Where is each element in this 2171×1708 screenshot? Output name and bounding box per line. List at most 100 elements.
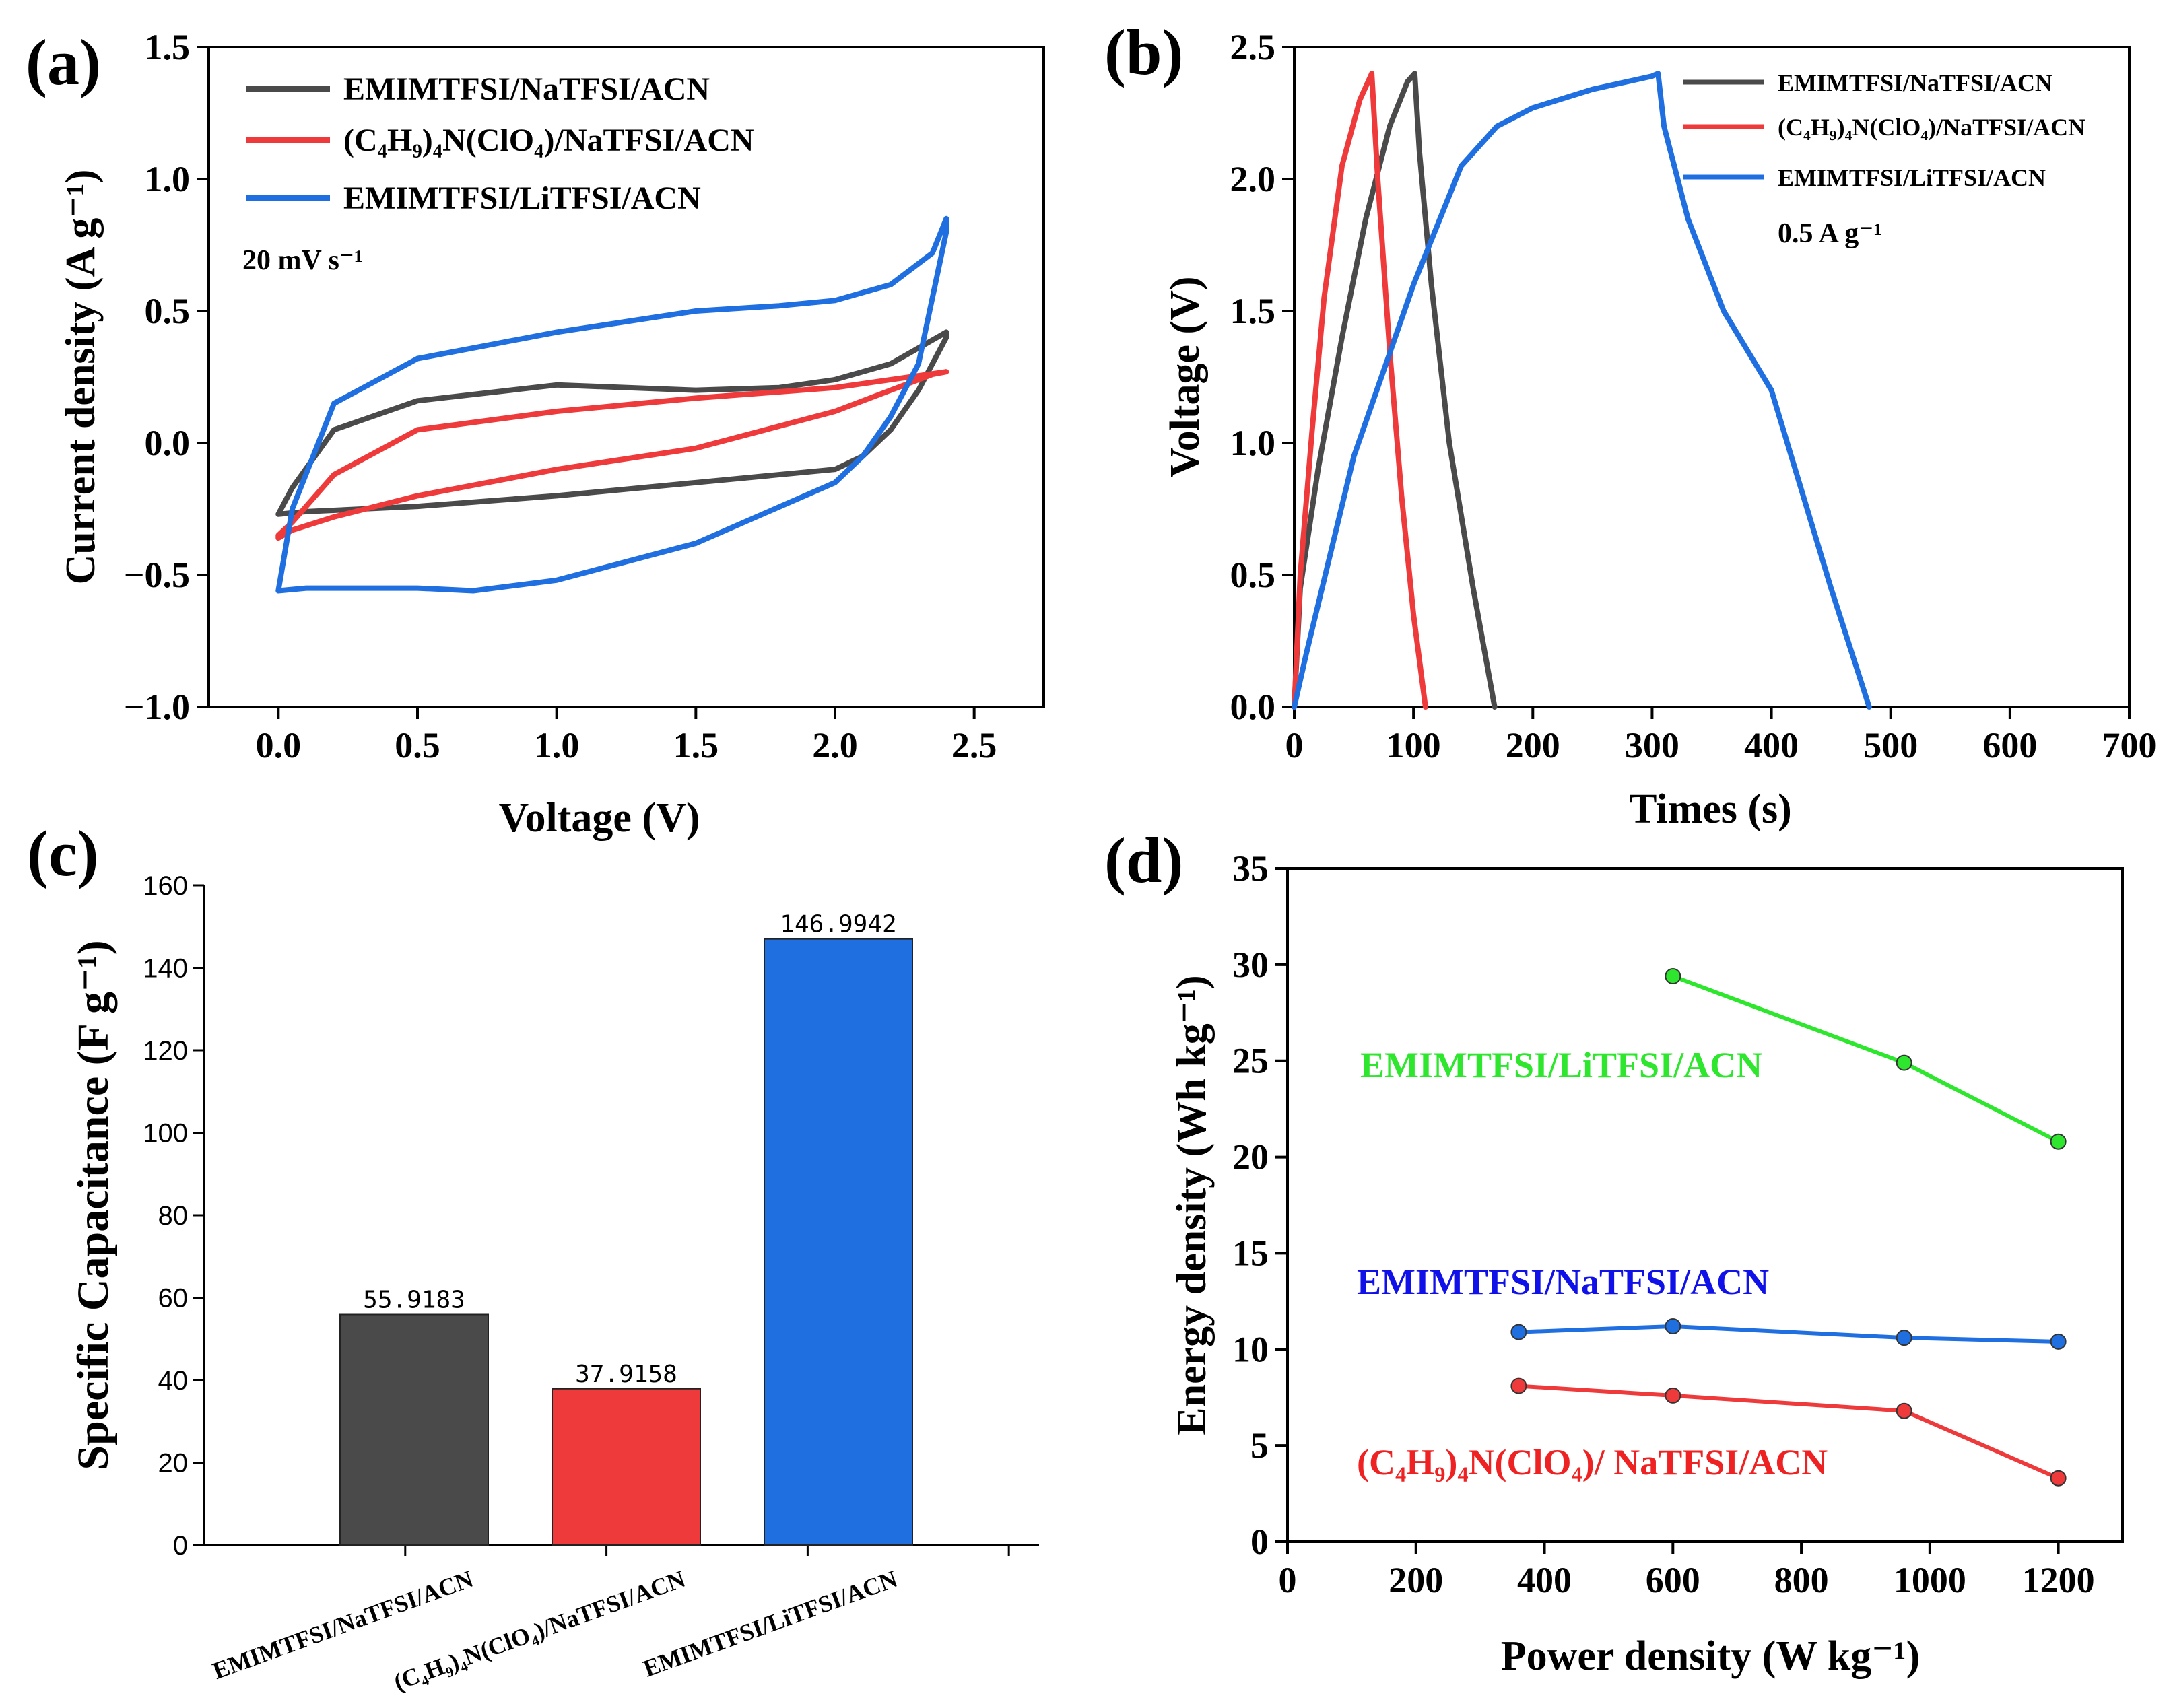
x-axis-label-d: Power density (W kg⁻¹)	[1501, 1633, 1920, 1679]
y-tick-label-b: 0.5	[1230, 555, 1276, 595]
panel-label-b: (b)	[1104, 16, 1183, 88]
panel-label-c: (c)	[27, 817, 99, 889]
y-tick-label-a: −1.0	[124, 687, 190, 727]
panel-a: (a) 0.0 0.5 1.0 1.5 2.0 2.5 −1.0 −0.5 0.0 0.5 1.0 1…	[26, 26, 1045, 841]
y-tick-label-b: 2.0	[1230, 159, 1276, 199]
y-tick-label-c: 140	[143, 954, 188, 984]
bar-0	[339, 1313, 489, 1546]
x-tick-label-b: 700	[2102, 725, 2157, 765]
y-tick-label-c: 20	[158, 1449, 189, 1478]
plot-frame-b	[1293, 46, 2131, 708]
legend-b: EMIMTFSI/NaTFSI/ACN (C₄H₉)₄N(ClO₄)/NaTFS…	[1683, 69, 2085, 191]
x-tick-label-d: 800	[1774, 1560, 1829, 1600]
series-b	[1292, 71, 1872, 710]
y-tick-label-c: 120	[143, 1036, 188, 1066]
plot-frame-d	[1286, 867, 2124, 1543]
legend-label-a-0: EMIMTFSI/NaTFSI/ACN	[343, 71, 710, 107]
y-axis-label-a: Current density (A g⁻¹)	[58, 170, 104, 585]
x-tick-label-b: 200	[1506, 725, 1560, 765]
x-tick-label-d: 1000	[1894, 1560, 1966, 1600]
axes-c: 0 20 40 60 80 100 120 140 160	[143, 871, 1010, 1561]
x-tick-label-d: 0	[1279, 1560, 1297, 1600]
y-tick-label-a: 0.0	[145, 423, 191, 463]
x-tick-label-b: 600	[1982, 725, 2037, 765]
x-tick-label-b: 400	[1744, 725, 1799, 765]
legend-label-a-2: EMIMTFSI/LiTFSI/ACN	[343, 180, 701, 216]
x-tick-label-a: 1.5	[673, 725, 719, 765]
bar-2	[764, 938, 913, 1546]
data-point-d-1	[1510, 1324, 1527, 1340]
x-axis-label-a: Voltage (V)	[498, 795, 700, 841]
data-point-d-1	[1896, 1330, 1912, 1346]
y-tick-label-d: 20	[1232, 1137, 1269, 1177]
panel-b: (b) 0 100 200 300 400 500 600 700 0.0 0.5 1.0 1.5 2.…	[1104, 16, 2157, 832]
bar-value-label-0: 55.9183	[363, 1287, 465, 1314]
y-tick-label-c: 60	[158, 1284, 189, 1313]
series-line-d-2	[1516, 1384, 2061, 1480]
data-point-d-2	[2050, 1470, 2067, 1487]
y-axis-label-b: Voltage (V)	[1162, 276, 1208, 477]
y-tick-label-d: 0	[1250, 1522, 1269, 1562]
y-tick-label-a: 1.5	[145, 27, 191, 67]
x-tick-label-b: 100	[1387, 725, 1441, 765]
x-tick-label-b: 0	[1285, 725, 1304, 765]
bars-c: 55.9183EMIMTFSI/NaTFSI/ACN37.9158(C₄H₉)₄…	[209, 911, 913, 1696]
y-tick-label-d: 10	[1232, 1329, 1269, 1369]
y-tick-label-c: 80	[158, 1201, 189, 1231]
series-a	[275, 215, 949, 594]
x-tick-label-d: 600	[1646, 1560, 1700, 1600]
legend-label-b-1: (C₄H₉)₄N(ClO₄)/NaTFSI/ACN	[1778, 114, 2085, 141]
panel-d: (d) 0 200 400 600 800 1000 120005101520253035 …	[1104, 824, 2124, 1679]
data-point-d-0	[1665, 968, 1681, 984]
data-point-d-2	[1665, 1387, 1681, 1404]
data-point-d-0	[1896, 1054, 1912, 1071]
series-line-a-0	[275, 329, 949, 517]
series-line-a-2	[275, 215, 949, 594]
y-tick-label-d: 5	[1250, 1425, 1269, 1466]
legend-label-b-2: EMIMTFSI/LiTFSI/ACN	[1778, 164, 2046, 191]
legend-a: EMIMTFSI/NaTFSI/ACN (C₄H₉)₄N(ClO₄)/NaTFS…	[246, 71, 754, 216]
data-point-d-1	[2050, 1333, 2067, 1350]
current-density-note: 0.5 A g⁻¹	[1778, 218, 1882, 249]
y-tick-label-c: 100	[143, 1119, 188, 1149]
data-point-d-1	[1665, 1318, 1681, 1334]
x-tick-label-a: 1.0	[534, 725, 580, 765]
axes-a: 0.0 0.5 1.0 1.5 2.0 2.5 −1.0 −0.5 0.0 0.5 1.0 1.5	[124, 27, 997, 765]
axes-b: 0 100 200 300 400 500 600 700 0.0 0.5 1.0 1.5 2.0 2.5	[1230, 27, 2157, 765]
y-tick-label-c: 0	[173, 1531, 188, 1561]
x-tick-label-b: 500	[1863, 725, 1918, 765]
panel-c: (c) 0 20 40 60 80 100 120 140 160 55.9183EMIMTFS…	[27, 817, 1039, 1696]
y-tick-label-a: −0.5	[124, 555, 190, 595]
y-tick-label-c: 40	[158, 1366, 189, 1396]
y-tick-label-b: 2.5	[1230, 27, 1276, 67]
x-tick-label-b: 300	[1625, 725, 1679, 765]
axes-d: 0 200 400 600 800 1000 1200 0 5 10 15 20 25 30 35	[1232, 848, 2095, 1600]
annotation-d-2: (C₄H₉)₄N(ClO₄)/ NaTFSI/ACN	[1357, 1442, 1828, 1482]
data-point-d-0	[2050, 1133, 2067, 1150]
x-tick-label-a: 2.5	[951, 725, 997, 765]
y-axis-label-c: Specific Capacitance (F g⁻¹)	[69, 940, 118, 1470]
panel-label-a: (a)	[26, 26, 101, 98]
x-tick-label-d: 400	[1517, 1560, 1572, 1600]
x-tick-label-a: 2.0	[812, 725, 858, 765]
y-tick-label-b: 0.0	[1230, 687, 1276, 727]
y-tick-label-a: 1.0	[145, 159, 191, 199]
series-d	[1510, 968, 2067, 1487]
panel-label-d: (d)	[1104, 824, 1183, 896]
annotation-d-1: EMIMTFSI/NaTFSI/ACN	[1357, 1262, 1769, 1302]
x-axis-label-b: Times (s)	[1629, 786, 1792, 832]
y-tick-label-d: 30	[1232, 945, 1269, 985]
x-tick-label-d: 1200	[2022, 1560, 2095, 1600]
annotation-d-0: EMIMTFSI/LiTFSI/ACN	[1360, 1045, 1762, 1085]
series-line-d-1	[1516, 1324, 2061, 1344]
x-tick-label-d: 200	[1389, 1560, 1443, 1600]
y-axis-label-d: Energy density (Wh kg⁻¹)	[1169, 975, 1215, 1435]
scan-rate-note: 20 mV s⁻¹	[242, 245, 363, 276]
x-tick-label-a: 0.0	[256, 725, 302, 765]
legend-label-b-0: EMIMTFSI/NaTFSI/ACN	[1778, 69, 2052, 96]
plot-frame-a	[207, 46, 1045, 708]
legend-label-a-1: (C₄H₉)₄N(ClO₄)/NaTFSI/ACN	[343, 123, 754, 158]
y-tick-label-b: 1.5	[1230, 291, 1276, 331]
data-point-d-2	[1510, 1377, 1527, 1394]
